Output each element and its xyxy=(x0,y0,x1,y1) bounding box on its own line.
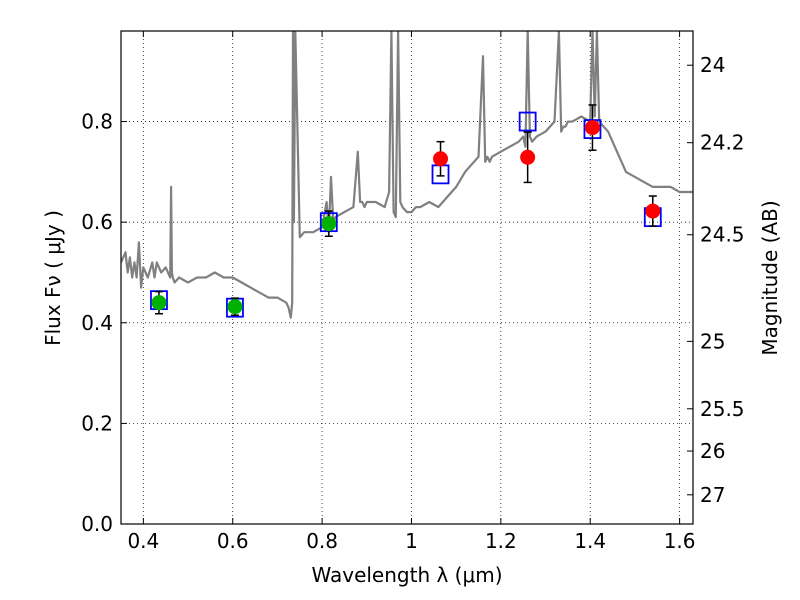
grid-lines xyxy=(121,31,693,524)
y-axis-label: Flux Fν ( μJy ) xyxy=(41,210,65,346)
template-spectrum-line xyxy=(121,31,693,319)
observed-point xyxy=(433,151,449,167)
y-tick-label: 0.4 xyxy=(81,311,113,335)
magnitude-tick-label: 27 xyxy=(700,483,725,507)
x-tick-label: 0.6 xyxy=(217,529,249,553)
magnitude-tick-label: 24 xyxy=(700,53,725,77)
y-tick-label: 0.6 xyxy=(81,210,113,234)
observed-point xyxy=(227,299,243,315)
plot-content xyxy=(121,31,693,319)
x-tick-label: 1 xyxy=(405,529,418,553)
right-axis-label: Magnitude (AB) xyxy=(758,200,782,355)
x-axis-label: Wavelength λ (μm) xyxy=(311,563,502,587)
model-photometry-box xyxy=(518,111,537,132)
x-tick-label: 1.4 xyxy=(574,529,606,553)
y-tick-label: 0.2 xyxy=(81,411,113,435)
x-tick-label: 0.8 xyxy=(306,529,338,553)
observed-point xyxy=(645,203,661,219)
magnitude-tick-label: 25.5 xyxy=(700,397,745,421)
observed-point xyxy=(520,149,536,165)
magnitude-tick-label: 24.5 xyxy=(700,223,745,247)
magnitude-tick-label: 26 xyxy=(700,439,725,463)
axis-ticks: 0.4 0.6 0.8 1 1.2 1.4 1.6 0.0 0.2 0.4 0.6 0.8 24 24.2… xyxy=(81,31,745,553)
y-tick-label: 0.8 xyxy=(81,110,113,134)
observed-point xyxy=(151,295,167,311)
x-tick-label: 1.2 xyxy=(485,529,517,553)
observed-point xyxy=(321,216,337,232)
observed-point xyxy=(584,120,600,136)
x-tick-label: 1.6 xyxy=(664,529,696,553)
plot-frame xyxy=(120,30,694,525)
magnitude-tick-label: 24.2 xyxy=(700,131,745,155)
x-tick-label: 0.4 xyxy=(127,529,159,553)
magnitude-tick-label: 25 xyxy=(700,329,725,353)
y-tick-label: 0.0 xyxy=(81,512,113,536)
